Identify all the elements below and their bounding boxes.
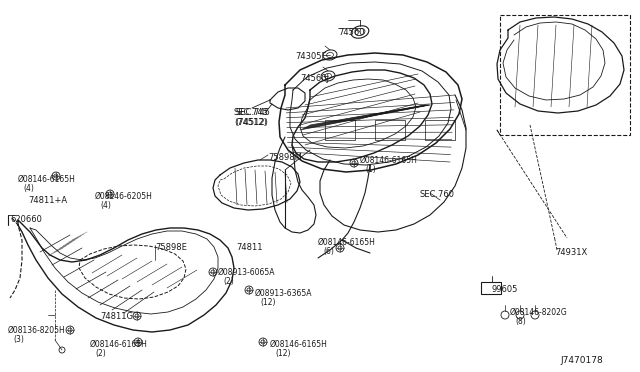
- Text: Ø08146-6165H: Ø08146-6165H: [318, 238, 376, 247]
- Text: (4): (4): [23, 184, 34, 193]
- Text: 99605: 99605: [492, 285, 518, 294]
- Text: 75898E: 75898E: [155, 243, 187, 252]
- Text: 74305F: 74305F: [295, 52, 326, 61]
- Text: Ø08146-6165H: Ø08146-6165H: [18, 175, 76, 184]
- Text: Ø08146-6165H: Ø08146-6165H: [270, 340, 328, 349]
- Text: 74811: 74811: [236, 243, 262, 252]
- Text: (12): (12): [260, 298, 275, 307]
- Bar: [481, 282, 501, 294]
- Text: SEC.760: SEC.760: [420, 190, 455, 199]
- Text: (4): (4): [100, 201, 111, 210]
- Text: Ø08913-6065A: Ø08913-6065A: [218, 268, 275, 277]
- Text: Ø08146-6165H: Ø08146-6165H: [360, 156, 418, 165]
- Text: (2): (2): [223, 277, 234, 286]
- Bar: [500, 15, 630, 135]
- Text: (12): (12): [275, 349, 291, 358]
- Bar: [325, 120, 355, 140]
- Text: Ø08146-6165H: Ø08146-6165H: [90, 340, 148, 349]
- Text: (3): (3): [13, 335, 24, 344]
- Text: (2): (2): [95, 349, 106, 358]
- Text: 74560J: 74560J: [300, 74, 329, 83]
- Text: 75898M: 75898M: [268, 153, 302, 162]
- Text: Ø08146-6205H: Ø08146-6205H: [95, 192, 153, 201]
- Text: Ø08146-8202G: Ø08146-8202G: [510, 308, 568, 317]
- Text: 74560: 74560: [338, 28, 365, 37]
- Text: Ø08913-6365A: Ø08913-6365A: [255, 289, 312, 298]
- Text: (6): (6): [323, 247, 334, 256]
- Text: (74512): (74512): [235, 118, 268, 127]
- Text: 620660: 620660: [10, 215, 42, 224]
- Text: (74512): (74512): [234, 118, 267, 127]
- Text: 74811G: 74811G: [100, 312, 133, 321]
- Text: 74811+A: 74811+A: [28, 196, 67, 205]
- Text: SEC.745: SEC.745: [235, 108, 270, 117]
- Text: Ø08136-8205H: Ø08136-8205H: [8, 326, 66, 335]
- Bar: [375, 120, 405, 140]
- Text: (1): (1): [365, 165, 376, 174]
- Text: (8): (8): [515, 317, 525, 326]
- Text: J7470178: J7470178: [560, 356, 603, 365]
- Bar: [425, 120, 455, 140]
- Text: 74931X: 74931X: [555, 248, 588, 257]
- Text: SEC.745: SEC.745: [234, 108, 269, 117]
